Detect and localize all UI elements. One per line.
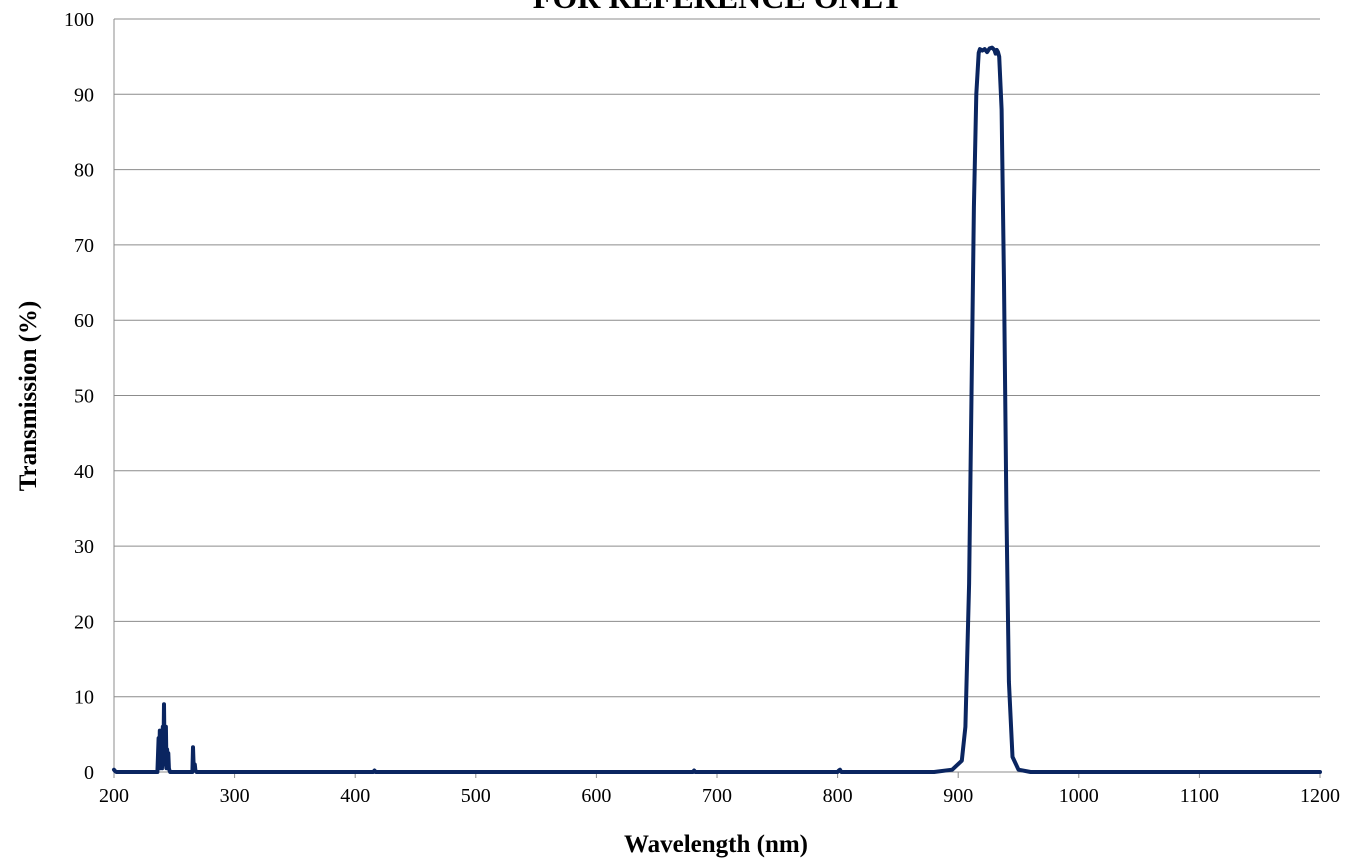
tick-labels: 0 10 20 30 40 50 60 70 80 90 100 200 300 400 500 600 700… [64,9,1340,807]
y-tick-label: 80 [74,160,94,182]
y-tick-label: 100 [64,9,94,31]
x-tick-label: 300 [220,785,250,807]
axes [113,19,1321,778]
y-tick-label: 50 [74,386,94,408]
x-tick-label: 500 [461,785,491,807]
transmission-series-line [112,45,1322,774]
x-tick-label: 1000 [1059,785,1099,807]
y-tick-label: 90 [74,84,94,106]
y-tick-label: 60 [74,310,94,332]
x-tick-label: 1100 [1180,785,1219,807]
x-tick-label: 400 [340,785,370,807]
y-tick-label: 70 [74,235,94,257]
x-tick-label: 600 [581,785,611,807]
x-tick-label: 1200 [1300,785,1340,807]
y-tick-label: 20 [74,611,94,633]
gridlines [114,18,1320,698]
x-tick-label: 800 [823,785,853,807]
chart-title: FOR REFERENCE ONLY [533,0,903,15]
series-layer [112,45,1322,774]
x-tick-label: 200 [99,785,129,807]
y-tick-label: 0 [84,762,94,784]
x-axis-title: Wavelength (nm) [624,831,808,858]
y-axis-title: Transmission (%) [15,301,42,492]
x-tick-label: 900 [943,785,973,807]
y-tick-label: 30 [74,536,94,558]
y-tick-label: 10 [74,687,94,709]
x-tick-label: 700 [702,785,732,807]
y-tick-label: 40 [74,461,94,483]
